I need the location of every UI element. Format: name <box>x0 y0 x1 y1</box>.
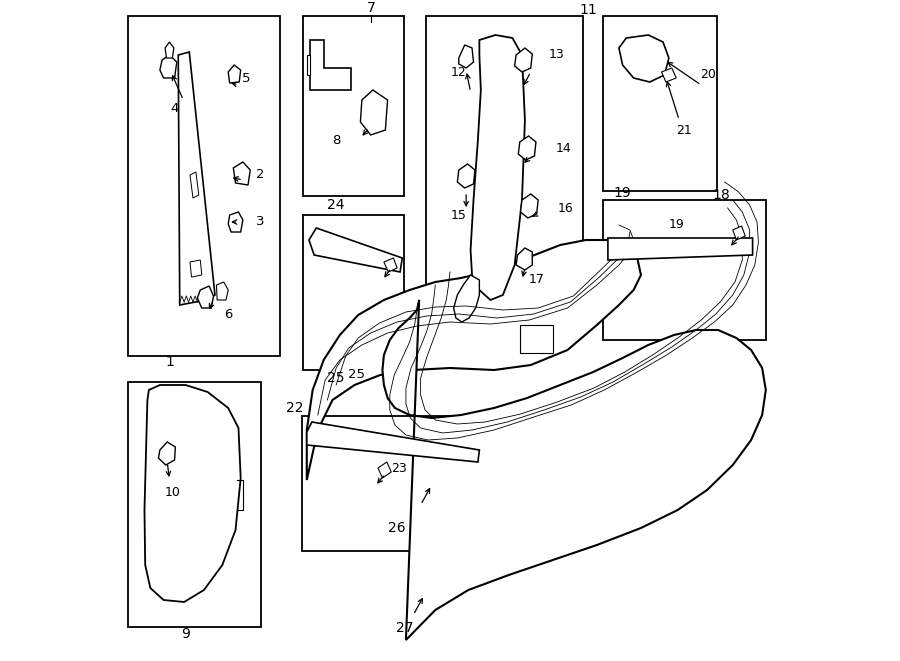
Polygon shape <box>158 442 176 465</box>
Polygon shape <box>307 240 641 480</box>
Text: 7: 7 <box>367 1 376 15</box>
Polygon shape <box>733 226 745 240</box>
Polygon shape <box>229 212 243 232</box>
Polygon shape <box>457 164 475 188</box>
Bar <box>129 16 280 356</box>
Polygon shape <box>190 172 199 198</box>
Polygon shape <box>662 68 676 82</box>
Polygon shape <box>216 282 229 300</box>
Bar <box>603 16 716 191</box>
Text: 25: 25 <box>348 368 365 381</box>
Polygon shape <box>515 48 532 72</box>
Text: 1: 1 <box>165 355 174 369</box>
Text: 4: 4 <box>170 102 179 114</box>
Text: 26: 26 <box>388 521 406 535</box>
Bar <box>303 215 404 370</box>
Text: 17: 17 <box>528 274 544 286</box>
Polygon shape <box>190 260 202 277</box>
Polygon shape <box>233 162 250 185</box>
Polygon shape <box>360 90 388 135</box>
Polygon shape <box>310 40 351 90</box>
Bar <box>427 16 583 311</box>
Polygon shape <box>197 286 213 308</box>
Polygon shape <box>382 300 766 640</box>
Polygon shape <box>229 65 240 83</box>
Text: 25: 25 <box>328 371 345 385</box>
Text: 23: 23 <box>391 461 407 475</box>
Text: 27: 27 <box>396 621 413 635</box>
Bar <box>302 416 492 551</box>
Text: 6: 6 <box>224 309 232 321</box>
Bar <box>603 200 766 340</box>
Polygon shape <box>518 136 536 160</box>
Polygon shape <box>307 422 480 462</box>
Text: 16: 16 <box>558 202 574 215</box>
Polygon shape <box>145 385 240 602</box>
Text: 20: 20 <box>700 69 716 81</box>
Text: 24: 24 <box>328 198 345 212</box>
Text: 12: 12 <box>451 65 467 79</box>
Polygon shape <box>384 258 397 272</box>
Text: 18: 18 <box>713 188 731 202</box>
Text: 3: 3 <box>256 215 265 229</box>
Polygon shape <box>520 194 538 218</box>
Polygon shape <box>178 52 215 305</box>
Text: 21: 21 <box>676 124 691 137</box>
Polygon shape <box>165 42 174 58</box>
Text: 14: 14 <box>556 141 572 155</box>
Polygon shape <box>454 275 480 322</box>
Bar <box>303 16 404 196</box>
Text: 8: 8 <box>332 134 340 147</box>
Polygon shape <box>608 238 752 260</box>
Polygon shape <box>459 45 473 68</box>
Polygon shape <box>307 55 310 75</box>
Polygon shape <box>520 325 553 353</box>
Polygon shape <box>619 35 669 82</box>
Text: 5: 5 <box>241 71 250 85</box>
Text: 13: 13 <box>549 48 564 61</box>
Bar <box>129 382 260 627</box>
Polygon shape <box>309 228 402 272</box>
Text: 2: 2 <box>256 169 265 182</box>
Text: 22: 22 <box>285 401 303 415</box>
Text: 9: 9 <box>181 627 190 641</box>
Text: 19: 19 <box>614 186 632 200</box>
Text: 19: 19 <box>669 219 684 231</box>
Polygon shape <box>516 248 532 270</box>
Polygon shape <box>471 35 525 300</box>
Polygon shape <box>160 55 176 78</box>
Polygon shape <box>378 462 392 478</box>
Text: 15: 15 <box>451 208 467 221</box>
Text: 10: 10 <box>165 485 180 498</box>
Text: 11: 11 <box>580 3 597 17</box>
